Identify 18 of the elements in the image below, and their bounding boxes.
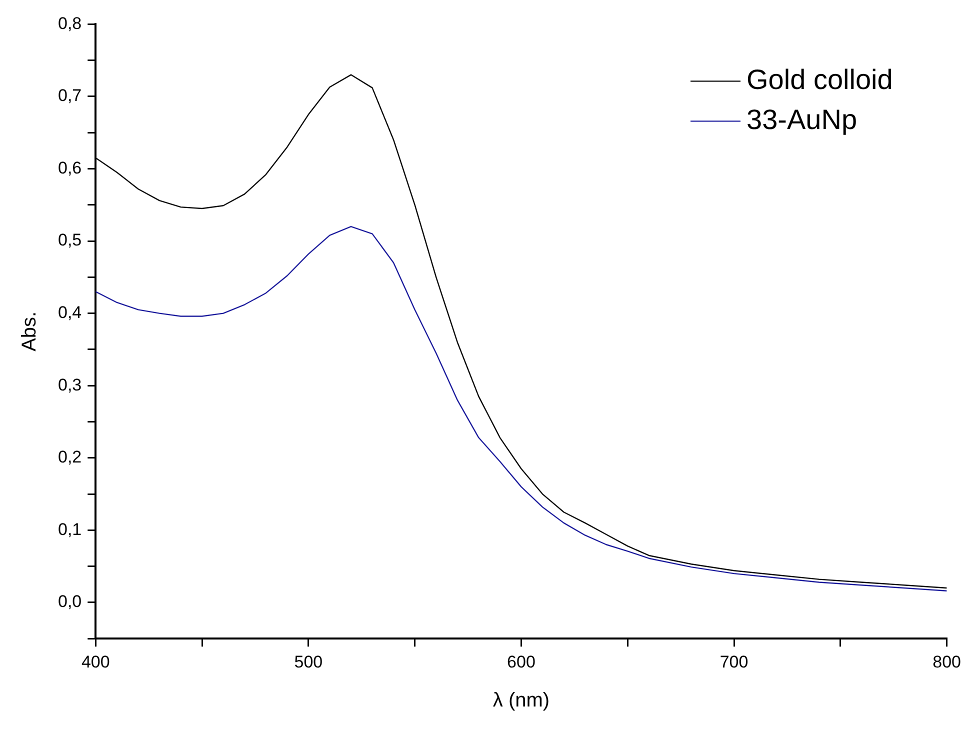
x-axis-title: λ (nm) <box>492 690 550 712</box>
y-tick-label: 0,2 <box>58 448 82 467</box>
y-axis-title: Abs. <box>18 311 41 352</box>
x-tick-label: 600 <box>507 652 536 672</box>
y-tick-label: 0,6 <box>58 158 82 178</box>
x-tick-label: 500 <box>294 652 323 672</box>
x-tick-label: 400 <box>81 652 110 672</box>
y-tick-label: 0,0 <box>58 592 82 612</box>
legend-label: 33-AuNp <box>746 104 858 135</box>
legend-label: Gold colloid <box>746 64 893 95</box>
y-tick-label: 0,7 <box>58 86 82 106</box>
x-tick-label: 800 <box>932 652 962 672</box>
y-tick-label: 0,1 <box>58 520 82 539</box>
x-tick-label: 700 <box>720 652 748 672</box>
y-tick-label: 0,8 <box>58 14 82 33</box>
y-tick-label: 0,5 <box>58 230 82 250</box>
y-tick-label: 0,4 <box>58 303 82 322</box>
y-tick-label: 0,3 <box>58 375 82 394</box>
